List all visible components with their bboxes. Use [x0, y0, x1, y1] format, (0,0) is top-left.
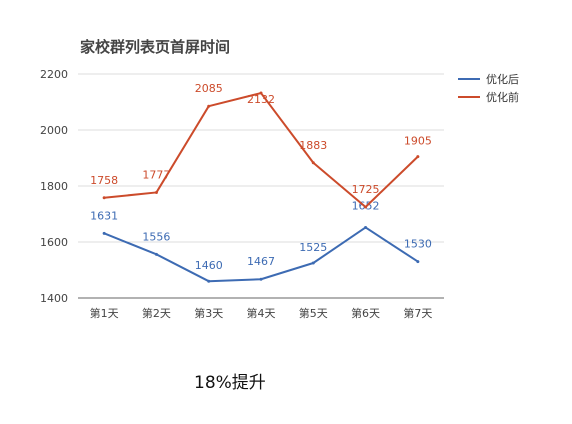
y-tick-label: 2000	[40, 124, 68, 137]
data-label: 2132	[247, 93, 275, 106]
data-point	[416, 260, 420, 264]
x-tick-label: 第3天	[194, 306, 223, 320]
x-tick-label: 第1天	[90, 306, 119, 320]
data-label: 1525	[299, 241, 327, 254]
grid-lines	[78, 73, 444, 299]
y-tick-label: 1400	[40, 292, 68, 305]
x-axis: 第1天 第2天 第3天 第4天 第5天 第6天 第7天	[90, 306, 433, 320]
legend-label: 优化后	[486, 72, 519, 86]
data-label: 2085	[195, 82, 223, 95]
x-tick-label: 第2天	[142, 306, 171, 320]
data-label: 1758	[90, 174, 118, 187]
data-point	[311, 261, 315, 265]
y-tick-label: 1800	[40, 180, 68, 193]
data-point	[102, 196, 106, 200]
series-group: 1631155614601467152516521530175817772085…	[90, 82, 432, 283]
data-label: 1460	[195, 259, 223, 272]
data-point	[416, 155, 420, 159]
data-point	[207, 104, 211, 108]
legend-label: 优化前	[486, 90, 519, 104]
data-point	[154, 252, 158, 256]
data-label: 1883	[299, 139, 327, 152]
y-tick-label: 2200	[40, 68, 68, 81]
y-tick-label: 1600	[40, 236, 68, 249]
x-tick-label: 第4天	[247, 306, 276, 320]
data-label: 1631	[90, 209, 118, 222]
data-label: 1530	[404, 238, 432, 251]
data-point	[311, 161, 315, 165]
x-tick-label: 第5天	[299, 306, 328, 320]
x-tick-label: 第7天	[403, 306, 432, 320]
data-point	[259, 91, 263, 95]
data-point	[207, 279, 211, 283]
line-chart: 家校群列表页首屏时间 1400 1600 1800 2000 2200 第1天 第2天 第3…	[40, 38, 519, 320]
y-axis: 1400 1600 1800 2000 2200	[40, 68, 68, 305]
data-label: 1467	[247, 255, 275, 268]
data-point	[102, 231, 106, 235]
data-label: 1905	[404, 135, 432, 148]
data-point	[364, 205, 368, 209]
chart-title: 家校群列表页首屏时间	[80, 38, 230, 56]
data-label: 1556	[142, 230, 170, 243]
data-point	[154, 190, 158, 194]
data-label: 1725	[352, 183, 380, 196]
data-label: 1777	[142, 168, 170, 181]
improvement-caption: 18%提升	[194, 373, 266, 393]
data-point	[259, 277, 263, 281]
x-tick-label: 第6天	[351, 306, 380, 320]
data-point	[364, 225, 368, 229]
